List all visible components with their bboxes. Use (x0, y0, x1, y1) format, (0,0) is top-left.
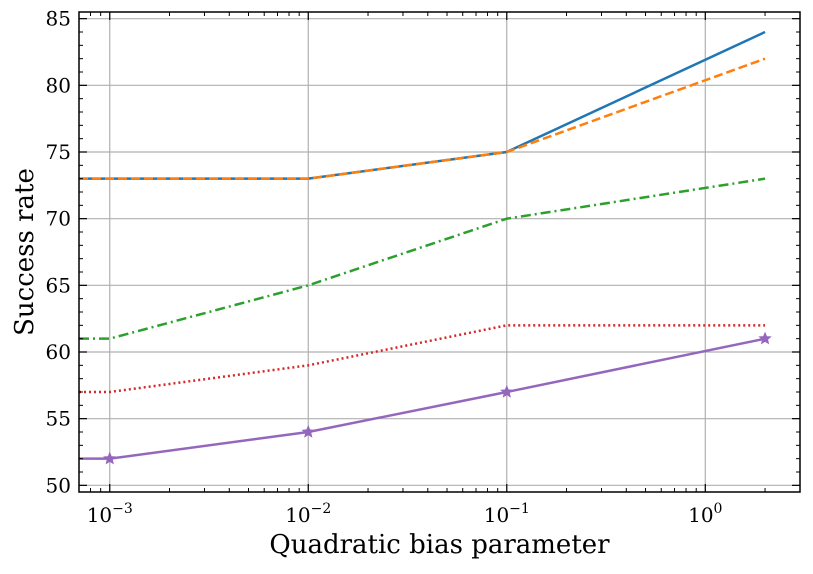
series-5-star-marker (103, 451, 117, 465)
y-axis-label: Success rate (10, 168, 40, 336)
x-axis-label: Quadratic bias parameter (269, 530, 610, 560)
series-line-2 (79, 57, 766, 180)
series-5-star-marker (500, 384, 514, 398)
series-line-3 (79, 177, 766, 340)
tick-labels: 10−3 10−2 10−1 100 50 55 60 65 70 75 80 85 (46, 7, 723, 527)
y-tick-label: 80 (46, 73, 71, 97)
series-lines (79, 30, 772, 465)
y-tick-label: 75 (46, 140, 71, 164)
x-tick-label: 10−3 (87, 501, 133, 527)
series-line-4 (79, 324, 766, 394)
y-tick-label: 50 (46, 473, 71, 497)
x-tick-label: 10−1 (484, 501, 530, 527)
x-tick-label: 10−2 (285, 501, 331, 527)
y-tick-label: 70 (46, 207, 71, 231)
axis-ticks (79, 12, 800, 492)
grid (79, 12, 800, 492)
y-tick-label: 65 (46, 273, 71, 297)
series-5-star-marker (301, 424, 315, 438)
series-5-star-marker (758, 331, 772, 345)
y-tick-label: 60 (46, 340, 71, 364)
plot-frame (78, 11, 801, 493)
y-tick-label: 55 (46, 407, 71, 431)
y-tick-label: 85 (46, 7, 71, 31)
x-tick-label: 100 (688, 501, 722, 527)
series-line-5 (79, 337, 766, 460)
series-line-1 (79, 30, 766, 180)
